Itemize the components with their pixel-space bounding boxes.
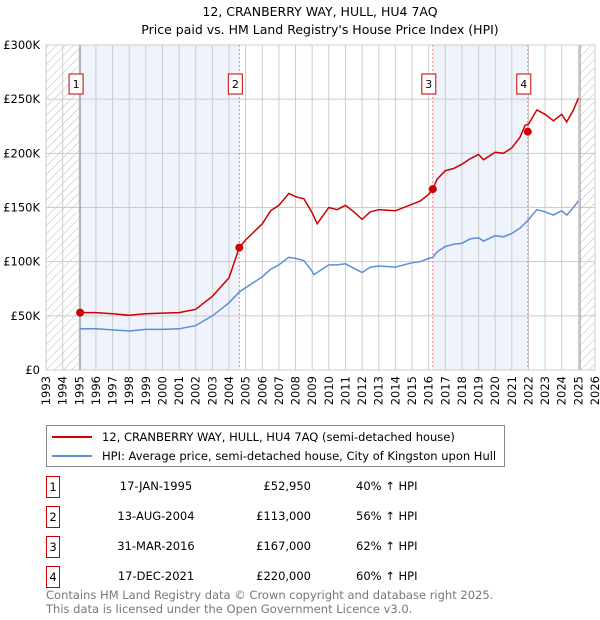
x-tick-label: 2013 — [372, 376, 386, 405]
sale-date: 13-AUG-2004 — [117, 509, 195, 523]
x-tick-label: 2019 — [472, 376, 486, 405]
x-tick-label: 2024 — [555, 376, 569, 405]
x-tick-label: 2016 — [422, 376, 436, 405]
y-tick-label: £300K — [3, 38, 40, 52]
x-tick-label: 2007 — [272, 376, 286, 405]
sale-price: £113,000 — [256, 509, 311, 523]
x-tick-label: 2004 — [222, 376, 236, 405]
x-tick-label: 2002 — [189, 376, 203, 405]
chart-title: 12, CRANBERRY WAY, HULL, HU4 7AQ — [202, 4, 437, 19]
sale-hpi: 60% ↑ HPI — [356, 569, 418, 583]
legend-swatch-red — [52, 436, 92, 438]
x-tick-label: 2015 — [405, 376, 419, 405]
sale-row: 3 31-MAR-2016 £167,000 62% ↑ HPI — [46, 536, 417, 558]
sale-number: 4 — [46, 566, 60, 588]
sale-label: 4 — [520, 78, 527, 91]
legend-item-property: 12, CRANBERRY WAY, HULL, HU4 7AQ (semi-d… — [52, 429, 496, 445]
x-tick-label: 1994 — [56, 376, 70, 405]
x-tick-label: 2008 — [289, 376, 303, 405]
legend-item-hpi: HPI: Average price, semi-detached house,… — [52, 448, 496, 464]
sale-label: 3 — [425, 78, 432, 91]
sale-price: £167,000 — [256, 539, 311, 553]
sale-price: £220,000 — [256, 569, 311, 583]
sale-date: 31-MAR-2016 — [117, 539, 195, 553]
x-tick-label: 2003 — [205, 376, 219, 405]
sale-hpi: 62% ↑ HPI — [356, 539, 418, 553]
x-tick-label: 1996 — [89, 376, 103, 405]
property-price-line — [80, 97, 580, 317]
sale-row: 1 17-JAN-1995 £52,950 40% ↑ HPI — [46, 476, 417, 498]
sale-date: 17-JAN-1995 — [119, 479, 193, 493]
x-tick-label: 2005 — [239, 376, 253, 405]
x-tick-label: 2025 — [571, 376, 585, 405]
sale-hpi: 56% ↑ HPI — [356, 509, 418, 523]
price-chart: 12, CRANBERRY WAY, HULL, HU4 7AQ Price p… — [3, 4, 600, 405]
sale-date: 17-DEC-2021 — [117, 569, 195, 583]
sale-number: 3 — [46, 536, 60, 558]
x-tick-label: 1993 — [39, 376, 53, 405]
x-tick-label: 1997 — [106, 376, 120, 405]
hpi-line — [80, 200, 579, 332]
x-tick-label: 2023 — [538, 376, 552, 405]
x-tick-label: 1999 — [139, 376, 153, 405]
x-tick-label: 2014 — [388, 376, 402, 405]
x-tick-label: 2006 — [255, 376, 269, 405]
x-tick-label: 2011 — [338, 376, 352, 405]
footer-copyright: Contains HM Land Registry data © Crown c… — [46, 588, 494, 602]
y-tick-label: £200K — [3, 146, 40, 160]
x-tick-label: 2001 — [172, 376, 186, 405]
x-tick-label: 1995 — [72, 376, 86, 405]
x-tick-label: 2017 — [438, 376, 452, 405]
x-tick-label: 2000 — [155, 376, 169, 405]
sale-point — [428, 185, 437, 194]
y-tick-label: £50K — [11, 309, 41, 323]
x-tick-label: 2022 — [521, 376, 535, 405]
sale-hpi: 40% ↑ HPI — [356, 479, 418, 493]
plot-border — [45, 44, 596, 371]
legend-swatch-blue — [52, 455, 92, 457]
sale-row: 4 17-DEC-2021 £220,000 60% ↑ HPI — [46, 566, 417, 588]
legend-label: 12, CRANBERRY WAY, HULL, HU4 7AQ (semi-d… — [102, 430, 455, 444]
y-tick-label: £0 — [25, 363, 40, 377]
sale-point — [76, 308, 85, 317]
sale-label-box — [68, 73, 84, 95]
legend: 12, CRANBERRY WAY, HULL, HU4 7AQ (semi-d… — [46, 425, 506, 467]
x-tick-label: 2012 — [355, 376, 369, 405]
x-tick-label: 2009 — [305, 376, 319, 405]
y-tick-label: £250K — [3, 92, 40, 106]
sale-row: 2 13-AUG-2004 £113,000 56% ↑ HPI — [46, 506, 417, 528]
sale-label-box — [421, 73, 437, 95]
sale-point — [523, 127, 532, 136]
sale-label-box — [227, 73, 243, 95]
y-tick-label: £100K — [3, 255, 40, 269]
x-tick-label: 2020 — [488, 376, 502, 405]
sale-point — [235, 243, 244, 252]
sale-price: £52,950 — [263, 479, 311, 493]
sale-number: 1 — [46, 476, 60, 498]
x-tick-label: 2026 — [588, 376, 600, 405]
sale-label-box — [516, 73, 532, 95]
chart-subtitle: Price paid vs. HM Land Registry's House … — [141, 22, 498, 37]
sale-label: 1 — [73, 78, 80, 91]
x-tick-label: 2021 — [505, 376, 519, 405]
legend-label: HPI: Average price, semi-detached house,… — [102, 449, 497, 463]
x-tick-label: 2018 — [455, 376, 469, 405]
y-tick-label: £150K — [3, 201, 40, 215]
footer: Contains HM Land Registry data © Crown c… — [46, 588, 493, 616]
footer-licence: This data is licensed under the Open Gov… — [46, 602, 413, 616]
x-tick-label: 1998 — [122, 376, 136, 405]
x-tick-label: 2010 — [322, 376, 336, 405]
sale-number: 2 — [46, 506, 60, 528]
sale-label: 2 — [232, 78, 239, 91]
